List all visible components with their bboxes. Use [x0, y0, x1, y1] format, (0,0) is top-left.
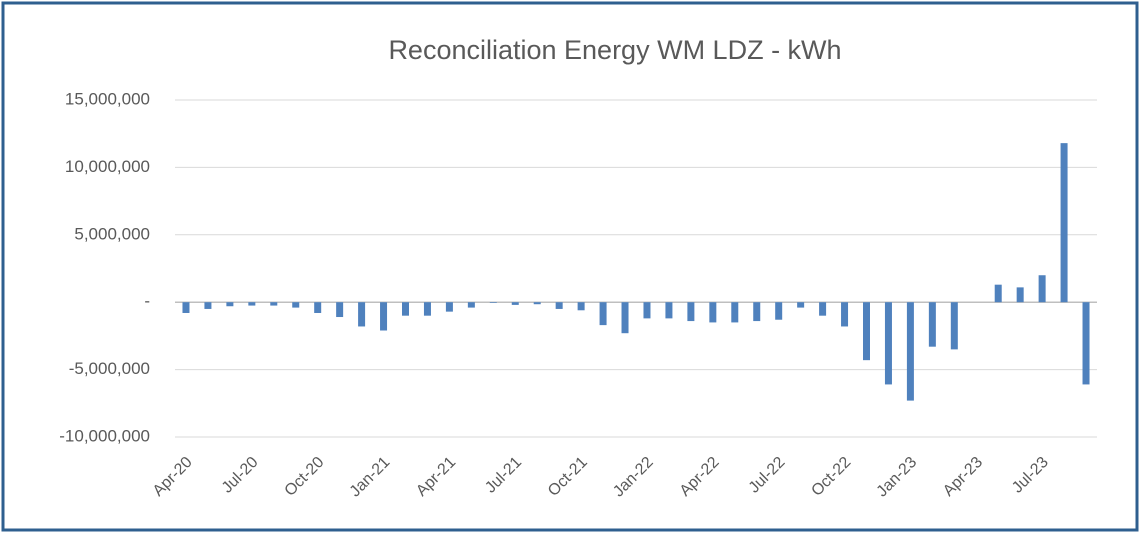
bar	[906, 302, 914, 401]
bar	[709, 302, 717, 323]
bar	[599, 302, 607, 326]
bar	[204, 302, 212, 309]
bar	[423, 302, 431, 316]
bar	[358, 302, 366, 327]
bar	[1038, 275, 1046, 303]
bar	[950, 302, 958, 350]
bar	[643, 302, 651, 319]
bar	[665, 302, 673, 319]
bar	[270, 302, 278, 306]
bar	[687, 302, 695, 322]
bar	[928, 302, 936, 347]
bar	[445, 302, 453, 312]
bar	[994, 284, 1002, 303]
bar	[775, 302, 783, 320]
bar	[511, 302, 519, 305]
y-tick-label: 5,000,000	[74, 224, 150, 243]
bar	[336, 302, 344, 318]
bar	[797, 302, 805, 308]
bar	[489, 302, 497, 303]
bar	[753, 302, 761, 322]
bar	[555, 302, 563, 309]
bar	[577, 302, 585, 311]
bar	[248, 302, 256, 306]
bar	[621, 302, 629, 334]
bar	[1082, 302, 1090, 385]
bar	[731, 302, 739, 323]
bar	[380, 302, 388, 331]
bar	[1060, 143, 1068, 303]
y-tick-label: -10,000,000	[59, 426, 150, 445]
y-tick-label: 15,000,000	[65, 89, 150, 108]
bar	[819, 302, 827, 316]
bar	[226, 302, 234, 307]
y-tick-label: -	[144, 292, 150, 311]
bar	[182, 302, 190, 313]
bar	[884, 302, 892, 385]
bar	[402, 302, 409, 316]
bar	[1016, 287, 1024, 303]
bar	[467, 302, 475, 308]
chart-title: Reconciliation Energy WM LDZ - kWh	[388, 35, 841, 65]
bar	[533, 302, 541, 305]
bar	[863, 302, 870, 361]
y-tick-label: 10,000,000	[65, 157, 150, 176]
bar	[841, 302, 849, 327]
bar	[314, 302, 322, 313]
bar	[292, 302, 300, 308]
y-tick-label: -5,000,000	[69, 359, 150, 378]
